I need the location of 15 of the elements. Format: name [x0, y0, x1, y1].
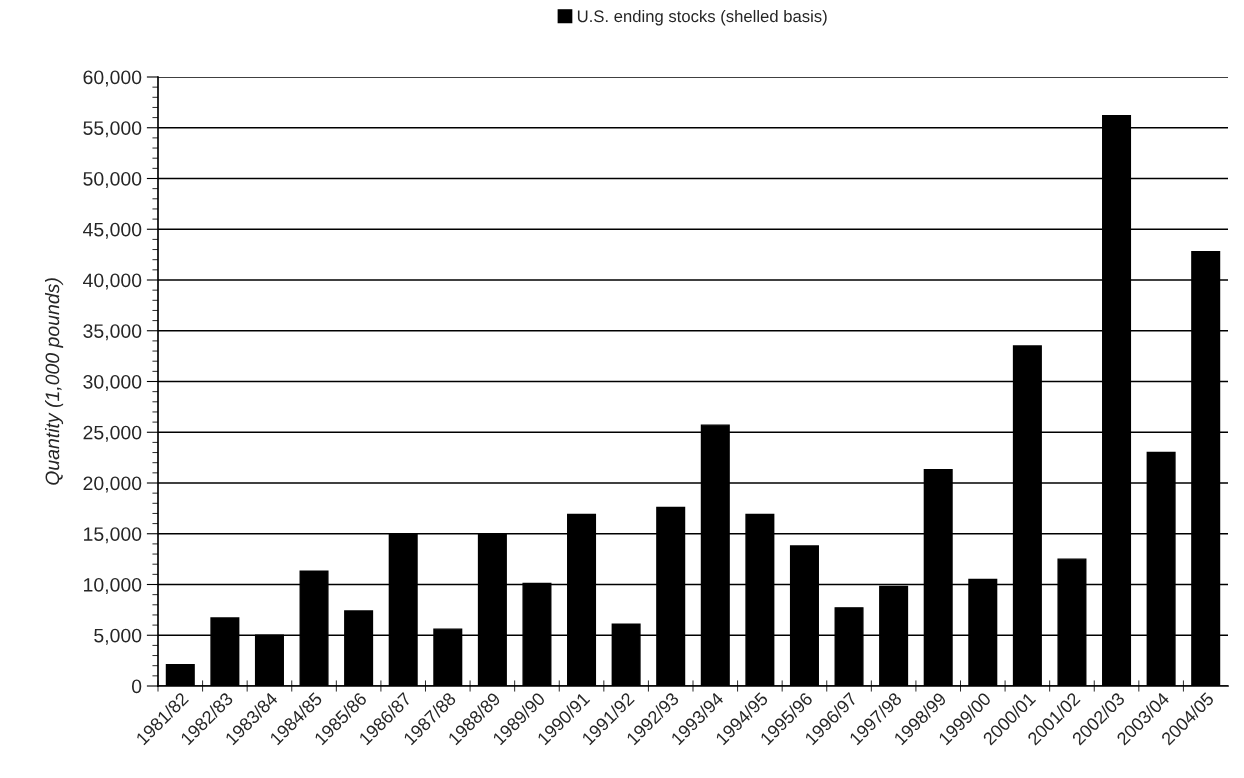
- y-tick-label: 5,000: [94, 628, 142, 645]
- y-axis-title: Quantity (1,000 pounds): [44, 278, 64, 485]
- y-tick-label: 60,000: [83, 70, 142, 87]
- y-tick-label: 10,000: [84, 577, 142, 595]
- y-tick-label: 40,000: [83, 273, 142, 290]
- y-tick-label: 30,000: [83, 374, 142, 392]
- y-tick-label: 20,000: [83, 476, 142, 493]
- y-tick-label: 35,000: [83, 324, 142, 341]
- y-tick-label: 25,000: [83, 425, 142, 442]
- y-tick-label: 55,000: [83, 121, 142, 138]
- y-tick-label: 45,000: [83, 222, 142, 239]
- y-tick-label: 0: [131, 679, 142, 694]
- legend-label: U.S. ending stocks (shelled basis): [577, 9, 827, 26]
- y-tick-label: 15,000: [84, 527, 142, 544]
- y-tick-label: 50,000: [83, 171, 142, 189]
